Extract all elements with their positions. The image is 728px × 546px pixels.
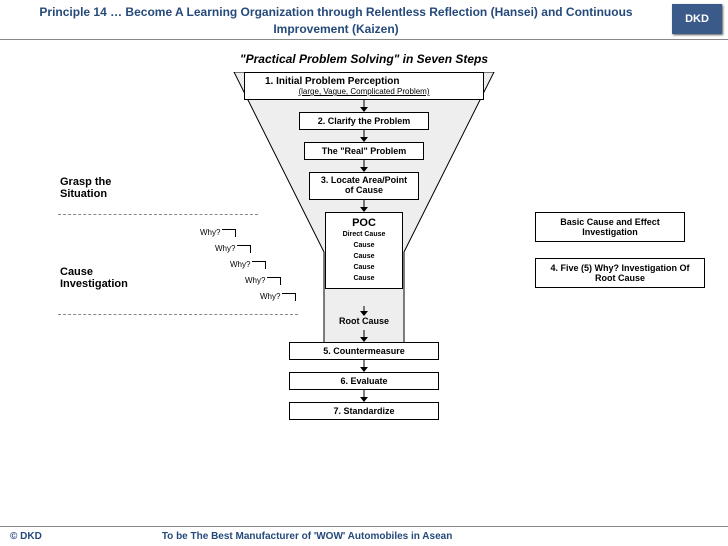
- arrow-icon: [359, 160, 369, 172]
- bracket-icon: [267, 277, 281, 285]
- step1-sub: (large, Vague, Complicated Problem): [251, 87, 477, 96]
- step3-box: 3. Locate Area/Point of Cause: [309, 172, 419, 200]
- why-label: Why?: [200, 228, 236, 237]
- poc-title: POC: [328, 217, 400, 229]
- bracket-icon: [222, 229, 236, 237]
- root-cause-label: Root Cause: [339, 316, 389, 326]
- bracket-icon: [237, 245, 251, 253]
- step6-box: 6. Evaluate: [289, 372, 439, 390]
- arrow-icon: [359, 390, 369, 402]
- dashed-divider: [58, 314, 298, 315]
- cause-item: Cause: [328, 273, 400, 284]
- why-label: Why?: [260, 292, 296, 301]
- why-label: Why?: [245, 276, 281, 285]
- arrow-icon: [359, 200, 369, 212]
- footer-copyright: © DKD: [10, 531, 42, 542]
- header: Principle 14 … Become A Learning Organiz…: [0, 0, 728, 40]
- five-why-box: 4. Five (5) Why? Investigation Of Root C…: [535, 258, 705, 288]
- why-label: Why?: [230, 260, 266, 269]
- dashed-divider: [58, 214, 258, 215]
- bracket-icon: [252, 261, 266, 269]
- cause-item: Cause: [328, 251, 400, 262]
- cause-item: Cause: [328, 262, 400, 273]
- arrow-icon: [359, 130, 369, 142]
- footer: © DKD To be The Best Manufacturer of 'WO…: [0, 526, 728, 546]
- cause-investigation-label: Cause Investigation: [60, 266, 160, 290]
- cause-item: Cause: [328, 240, 400, 251]
- subtitle: "Practical Problem Solving" in Seven Ste…: [0, 52, 728, 66]
- step1-title: 1. Initial Problem Perception: [251, 76, 477, 87]
- arrow-icon: [359, 360, 369, 372]
- basic-cause-box: Basic Cause and Effect Investigation: [535, 212, 685, 242]
- cause-item: Direct Cause: [328, 229, 400, 240]
- why-label: Why?: [215, 244, 251, 253]
- grasp-label: Grasp the Situation: [60, 176, 140, 200]
- arrow-icon: [359, 100, 369, 112]
- real-problem-box: The "Real" Problem: [304, 142, 424, 160]
- page-title: Principle 14 … Become A Learning Organiz…: [0, 0, 672, 42]
- step5-box: 5. Countermeasure: [289, 342, 439, 360]
- arrow-icon: [359, 330, 369, 342]
- footer-tagline: To be The Best Manufacturer of 'WOW' Aut…: [162, 531, 453, 542]
- diagram-area: 1. Initial Problem Perception (large, Va…: [0, 66, 728, 516]
- step1-box: 1. Initial Problem Perception (large, Va…: [244, 72, 484, 100]
- poc-box: POC Direct Cause Cause Cause Cause Cause: [325, 212, 403, 289]
- arrow-icon: [359, 306, 369, 316]
- step2-box: 2. Clarify the Problem: [299, 112, 429, 130]
- step7-box: 7. Standardize: [289, 402, 439, 420]
- bracket-icon: [282, 293, 296, 301]
- brand-logo: DKD: [672, 4, 722, 34]
